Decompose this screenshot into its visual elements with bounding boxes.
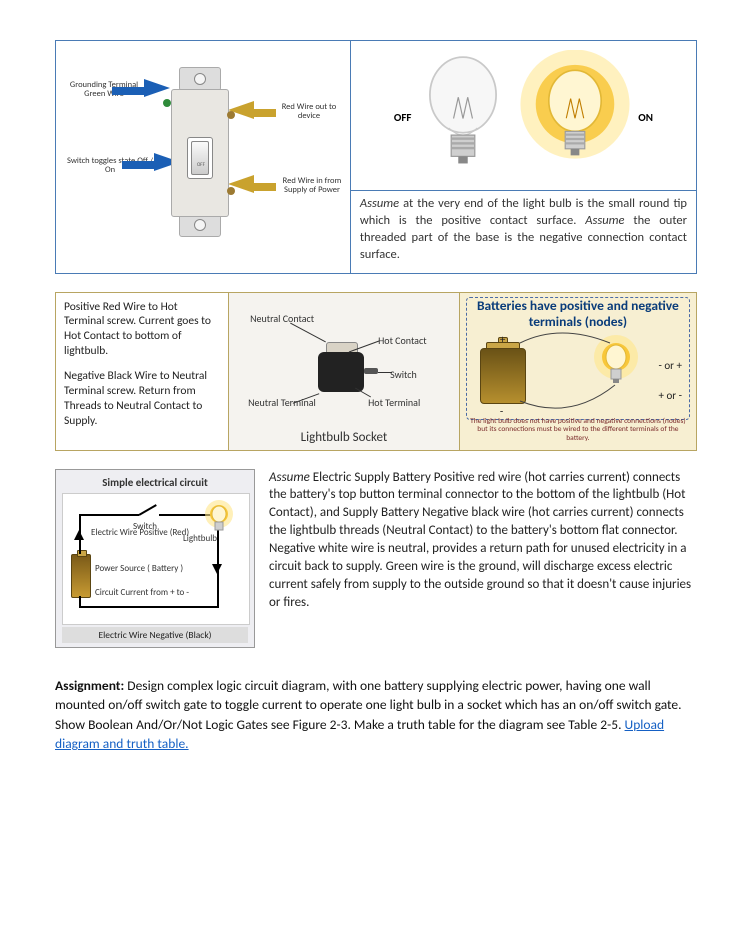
label-lightbulb: Lightbulb bbox=[183, 534, 217, 543]
battery-card-footer: The light bulb does not have positive an… bbox=[466, 418, 690, 444]
label-switch: Switch bbox=[133, 522, 157, 531]
label-red-in: Red Wire in from Supply of Power bbox=[274, 177, 350, 196]
off-label: OFF bbox=[394, 111, 412, 124]
switch-diagram: Grounding Terminal Green Wire Switch tog… bbox=[64, 49, 342, 249]
circuit-card-footer: Electric Wire Negative (Black) bbox=[62, 627, 248, 643]
label-red-out: Red Wire out to device bbox=[274, 103, 344, 122]
circuit-diagram: Electric Wire Positive (Red) Switch Ligh… bbox=[62, 493, 250, 625]
socket-text-p2: Negative Black Wire to Neutral Terminal … bbox=[64, 369, 220, 429]
socket-diagram: Neutral Contact Hot Contact Switch Hot T… bbox=[230, 294, 458, 449]
row-circuit-and-text: Simple electrical circuit bbox=[55, 469, 697, 648]
battery-card: Batteries have positive and negative ter… bbox=[460, 293, 696, 448]
brass-screw-icon bbox=[227, 187, 235, 195]
on-label: ON bbox=[638, 111, 653, 124]
page: Grounding Terminal Green Wire Switch tog… bbox=[0, 0, 752, 794]
assignment-paragraph: Assignment: Design complex logic circuit… bbox=[55, 676, 697, 754]
label-hot-terminal: Hot Terminal bbox=[368, 396, 420, 409]
circuit-card-title: Simple electrical circuit bbox=[62, 476, 248, 489]
green-screw-icon bbox=[163, 99, 171, 107]
battery-card-cell: Batteries have positive and negative ter… bbox=[459, 292, 696, 450]
switch-plate: OFF bbox=[159, 67, 239, 237]
paragraph-assume: Assume Electric Supply Battery Positive … bbox=[269, 469, 697, 648]
brass-screw-icon bbox=[227, 111, 235, 119]
socket-text-p1: Positive Red Wire to Hot Terminal screw.… bbox=[64, 300, 220, 360]
bulb-caption: Assume at the very end of the light bulb… bbox=[352, 192, 695, 272]
bulb-off-icon bbox=[415, 50, 511, 185]
label-switch: Switch bbox=[390, 368, 417, 381]
battery-sm-icon bbox=[71, 554, 91, 598]
cell-bulbs: OFF bbox=[350, 41, 696, 191]
label-circuit-current: Circuit Current from + to - bbox=[95, 588, 189, 597]
assignment-body: Design complex logic circuit diagram, wi… bbox=[55, 677, 682, 733]
figure-switch-and-bulbs: Grounding Terminal Green Wire Switch tog… bbox=[55, 40, 697, 274]
socket-diagram-cell: Neutral Contact Hot Contact Switch Hot T… bbox=[229, 292, 460, 450]
label-neutral-contact: Neutral Contact bbox=[250, 312, 314, 325]
socket-left-text: Positive Red Wire to Hot Terminal screw.… bbox=[56, 292, 229, 450]
socket-body-icon bbox=[318, 352, 364, 392]
cell-switch-diagram: Grounding Terminal Green Wire Switch tog… bbox=[56, 41, 351, 274]
switch-toggle: OFF bbox=[187, 137, 213, 179]
cell-bulb-caption: Assume at the very end of the light bulb… bbox=[350, 191, 696, 274]
socket-title: Lightbulb Socket bbox=[230, 430, 458, 445]
simple-circuit-card: Simple electrical circuit bbox=[55, 469, 255, 648]
label-hot-contact: Hot Contact bbox=[378, 334, 426, 347]
figure-socket-strip: Positive Red Wire to Hot Terminal screw.… bbox=[55, 292, 697, 451]
bulb-on-icon bbox=[515, 50, 635, 185]
label-power-source: Power Source ( Battery ) bbox=[95, 564, 183, 573]
assignment-bold: Assignment: bbox=[55, 677, 124, 694]
